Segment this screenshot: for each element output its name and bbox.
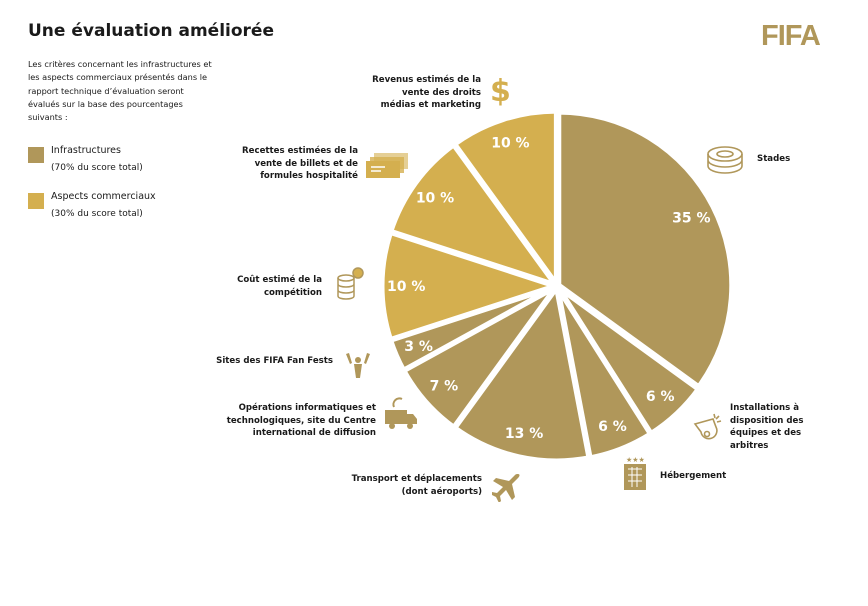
fifa-logo: FIFA xyxy=(761,20,821,52)
svg-text:★★★: ★★★ xyxy=(626,456,645,464)
legend-sub: (70% du score total) xyxy=(51,163,143,173)
slice-value-label: 6 % xyxy=(646,389,675,405)
label-installations: Installations à disposition des équipes … xyxy=(730,403,804,451)
slice-value-label: 35 % xyxy=(672,211,710,227)
slice-value-label: 7 % xyxy=(430,379,459,395)
slice-value-label: 13 % xyxy=(505,426,543,442)
label-cout: Coût estimé de la compétition xyxy=(237,275,322,298)
label-revenus: Revenus estimés de la vente des droits m… xyxy=(372,75,481,110)
hotel-icon: ★★★ xyxy=(624,456,646,490)
legend-swatch xyxy=(28,193,44,209)
label-operations: Opérations informatiques et technologiqu… xyxy=(226,403,376,438)
pie-slice xyxy=(379,230,558,342)
stadium-icon xyxy=(707,146,743,174)
fans-icon xyxy=(346,353,370,378)
legend-label: Aspects commerciaux xyxy=(51,191,156,202)
slice-value-label: 10 % xyxy=(491,136,529,152)
label-fan-fests: Sites des FIFA Fan Fests xyxy=(216,356,333,366)
label-hebergement: Hébergement xyxy=(660,471,727,481)
pie-slice xyxy=(388,142,558,288)
legend-label: Infrastructures xyxy=(51,145,121,156)
airplane-icon xyxy=(492,474,520,502)
coins-icon xyxy=(337,267,364,300)
pie-slice xyxy=(452,285,592,464)
broadcast-van-icon xyxy=(385,397,417,429)
legend-swatch xyxy=(28,147,44,163)
label-recettes: Recettes estimées de la vente de billets… xyxy=(242,146,358,181)
intro-text: Les critères concernant les infrastructu… xyxy=(28,59,212,123)
whistle-icon xyxy=(693,413,722,440)
slice-value-label: 6 % xyxy=(598,419,627,435)
tickets-icon xyxy=(366,153,408,178)
dollar-icon: $ xyxy=(490,74,511,109)
legend-sub: (30% du score total) xyxy=(51,209,143,219)
page-title: Une évaluation améliorée xyxy=(28,21,274,41)
slice-value-label: 10 % xyxy=(416,190,454,206)
slice-value-label: 3 % xyxy=(404,339,433,355)
pie-slice xyxy=(556,109,735,390)
label-stades: Stades xyxy=(757,154,791,164)
label-transport: Transport et déplacements (dont aéroport… xyxy=(351,474,482,497)
pie-slice xyxy=(452,108,559,287)
slice-value-label: 10 % xyxy=(387,279,425,295)
